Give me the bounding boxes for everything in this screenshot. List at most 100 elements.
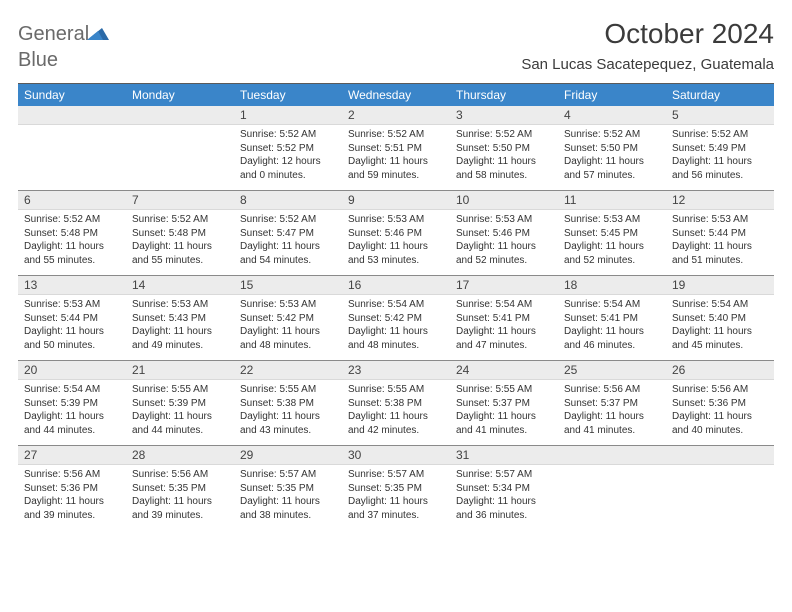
logo: General Blue <box>18 18 109 71</box>
date-number: 9 <box>342 191 450 210</box>
day-info: Sunrise: 5:54 AMSunset: 5:42 PMDaylight:… <box>342 295 450 358</box>
date-number: 3 <box>450 106 558 125</box>
date-number: 18 <box>558 276 666 295</box>
calendar-cell: 10Sunrise: 5:53 AMSunset: 5:46 PMDayligh… <box>450 191 558 275</box>
calendar-cell: 4Sunrise: 5:52 AMSunset: 5:50 PMDaylight… <box>558 106 666 190</box>
date-number: . <box>18 106 126 125</box>
calendar-cell: 5Sunrise: 5:52 AMSunset: 5:49 PMDaylight… <box>666 106 774 190</box>
logo-triangle-icon <box>87 26 109 40</box>
date-number: 12 <box>666 191 774 210</box>
month-title: October 2024 <box>521 18 774 50</box>
day-header-row: SundayMondayTuesdayWednesdayThursdayFrid… <box>18 84 774 106</box>
calendar-cell: 7Sunrise: 5:52 AMSunset: 5:48 PMDaylight… <box>126 191 234 275</box>
calendar-cell: 19Sunrise: 5:54 AMSunset: 5:40 PMDayligh… <box>666 276 774 360</box>
day-info: Sunrise: 5:53 AMSunset: 5:44 PMDaylight:… <box>666 210 774 273</box>
calendar-cell: 9Sunrise: 5:53 AMSunset: 5:46 PMDaylight… <box>342 191 450 275</box>
calendar-week: 20Sunrise: 5:54 AMSunset: 5:39 PMDayligh… <box>18 360 774 445</box>
calendar-cell: 2Sunrise: 5:52 AMSunset: 5:51 PMDaylight… <box>342 106 450 190</box>
date-number: 19 <box>666 276 774 295</box>
logo-text-blue: Blue <box>18 49 58 71</box>
day-info: Sunrise: 5:56 AMSunset: 5:37 PMDaylight:… <box>558 380 666 443</box>
calendar-cell: 28Sunrise: 5:56 AMSunset: 5:35 PMDayligh… <box>126 446 234 530</box>
day-info: Sunrise: 5:57 AMSunset: 5:35 PMDaylight:… <box>234 465 342 528</box>
calendar-cell: 29Sunrise: 5:57 AMSunset: 5:35 PMDayligh… <box>234 446 342 530</box>
calendar-cell: 18Sunrise: 5:54 AMSunset: 5:41 PMDayligh… <box>558 276 666 360</box>
location: San Lucas Sacatepequez, Guatemala <box>521 56 774 73</box>
day-info: Sunrise: 5:56 AMSunset: 5:36 PMDaylight:… <box>18 465 126 528</box>
day-info: Sunrise: 5:52 AMSunset: 5:48 PMDaylight:… <box>18 210 126 273</box>
date-number: . <box>666 446 774 465</box>
day-info: Sunrise: 5:52 AMSunset: 5:47 PMDaylight:… <box>234 210 342 273</box>
calendar-cell: 11Sunrise: 5:53 AMSunset: 5:45 PMDayligh… <box>558 191 666 275</box>
date-number: 25 <box>558 361 666 380</box>
calendar-week: 6Sunrise: 5:52 AMSunset: 5:48 PMDaylight… <box>18 190 774 275</box>
day-header: Saturday <box>666 84 774 106</box>
day-info: Sunrise: 5:54 AMSunset: 5:41 PMDaylight:… <box>450 295 558 358</box>
day-info: Sunrise: 5:52 AMSunset: 5:52 PMDaylight:… <box>234 125 342 188</box>
day-info: Sunrise: 5:52 AMSunset: 5:50 PMDaylight:… <box>558 125 666 188</box>
day-info: Sunrise: 5:52 AMSunset: 5:51 PMDaylight:… <box>342 125 450 188</box>
calendar-cell: 23Sunrise: 5:55 AMSunset: 5:38 PMDayligh… <box>342 361 450 445</box>
day-header: Tuesday <box>234 84 342 106</box>
calendar-cell: 14Sunrise: 5:53 AMSunset: 5:43 PMDayligh… <box>126 276 234 360</box>
date-number: 17 <box>450 276 558 295</box>
calendar-cell: 6Sunrise: 5:52 AMSunset: 5:48 PMDaylight… <box>18 191 126 275</box>
day-info: Sunrise: 5:53 AMSunset: 5:43 PMDaylight:… <box>126 295 234 358</box>
calendar-cell: 25Sunrise: 5:56 AMSunset: 5:37 PMDayligh… <box>558 361 666 445</box>
calendar-cell: 16Sunrise: 5:54 AMSunset: 5:42 PMDayligh… <box>342 276 450 360</box>
day-info: Sunrise: 5:57 AMSunset: 5:35 PMDaylight:… <box>342 465 450 528</box>
date-number: 2 <box>342 106 450 125</box>
calendar-cell: 13Sunrise: 5:53 AMSunset: 5:44 PMDayligh… <box>18 276 126 360</box>
date-number: 29 <box>234 446 342 465</box>
calendar: SundayMondayTuesdayWednesdayThursdayFrid… <box>18 83 774 530</box>
day-info: Sunrise: 5:52 AMSunset: 5:50 PMDaylight:… <box>450 125 558 188</box>
title-block: October 2024 San Lucas Sacatepequez, Gua… <box>521 18 774 73</box>
calendar-cell: 3Sunrise: 5:52 AMSunset: 5:50 PMDaylight… <box>450 106 558 190</box>
calendar-cell: 26Sunrise: 5:56 AMSunset: 5:36 PMDayligh… <box>666 361 774 445</box>
date-number: 13 <box>18 276 126 295</box>
date-number: 16 <box>342 276 450 295</box>
calendar-cell: 30Sunrise: 5:57 AMSunset: 5:35 PMDayligh… <box>342 446 450 530</box>
calendar-cell: 31Sunrise: 5:57 AMSunset: 5:34 PMDayligh… <box>450 446 558 530</box>
date-number: 11 <box>558 191 666 210</box>
date-number: 28 <box>126 446 234 465</box>
date-number: 31 <box>450 446 558 465</box>
date-number: 21 <box>126 361 234 380</box>
calendar-cell: 22Sunrise: 5:55 AMSunset: 5:38 PMDayligh… <box>234 361 342 445</box>
day-info: Sunrise: 5:56 AMSunset: 5:36 PMDaylight:… <box>666 380 774 443</box>
date-number: 24 <box>450 361 558 380</box>
date-number: 4 <box>558 106 666 125</box>
date-number: 22 <box>234 361 342 380</box>
day-info: Sunrise: 5:54 AMSunset: 5:40 PMDaylight:… <box>666 295 774 358</box>
day-info: Sunrise: 5:52 AMSunset: 5:49 PMDaylight:… <box>666 125 774 188</box>
date-number: 6 <box>18 191 126 210</box>
day-info: Sunrise: 5:53 AMSunset: 5:45 PMDaylight:… <box>558 210 666 273</box>
date-number: . <box>558 446 666 465</box>
date-number: 1 <box>234 106 342 125</box>
calendar-cell: 27Sunrise: 5:56 AMSunset: 5:36 PMDayligh… <box>18 446 126 530</box>
day-header: Friday <box>558 84 666 106</box>
date-number: 30 <box>342 446 450 465</box>
calendar-week: 13Sunrise: 5:53 AMSunset: 5:44 PMDayligh… <box>18 275 774 360</box>
calendar-week: . . 1Sunrise: 5:52 AMSunset: 5:52 PMDayl… <box>18 106 774 190</box>
calendar-cell: . <box>558 446 666 530</box>
calendar-cell: 15Sunrise: 5:53 AMSunset: 5:42 PMDayligh… <box>234 276 342 360</box>
calendar-cell: 12Sunrise: 5:53 AMSunset: 5:44 PMDayligh… <box>666 191 774 275</box>
logo-text-general: General <box>18 23 89 45</box>
calendar-body: . . 1Sunrise: 5:52 AMSunset: 5:52 PMDayl… <box>18 106 774 530</box>
day-info: Sunrise: 5:53 AMSunset: 5:46 PMDaylight:… <box>450 210 558 273</box>
calendar-cell: 21Sunrise: 5:55 AMSunset: 5:39 PMDayligh… <box>126 361 234 445</box>
calendar-cell: 24Sunrise: 5:55 AMSunset: 5:37 PMDayligh… <box>450 361 558 445</box>
calendar-cell: . <box>666 446 774 530</box>
day-info: Sunrise: 5:55 AMSunset: 5:38 PMDaylight:… <box>342 380 450 443</box>
date-number: 5 <box>666 106 774 125</box>
day-info: Sunrise: 5:55 AMSunset: 5:38 PMDaylight:… <box>234 380 342 443</box>
date-number: 15 <box>234 276 342 295</box>
calendar-cell: 8Sunrise: 5:52 AMSunset: 5:47 PMDaylight… <box>234 191 342 275</box>
calendar-cell: 17Sunrise: 5:54 AMSunset: 5:41 PMDayligh… <box>450 276 558 360</box>
day-header: Wednesday <box>342 84 450 106</box>
calendar-cell: . <box>18 106 126 190</box>
day-info: Sunrise: 5:53 AMSunset: 5:42 PMDaylight:… <box>234 295 342 358</box>
day-info: Sunrise: 5:55 AMSunset: 5:37 PMDaylight:… <box>450 380 558 443</box>
calendar-cell: . <box>126 106 234 190</box>
